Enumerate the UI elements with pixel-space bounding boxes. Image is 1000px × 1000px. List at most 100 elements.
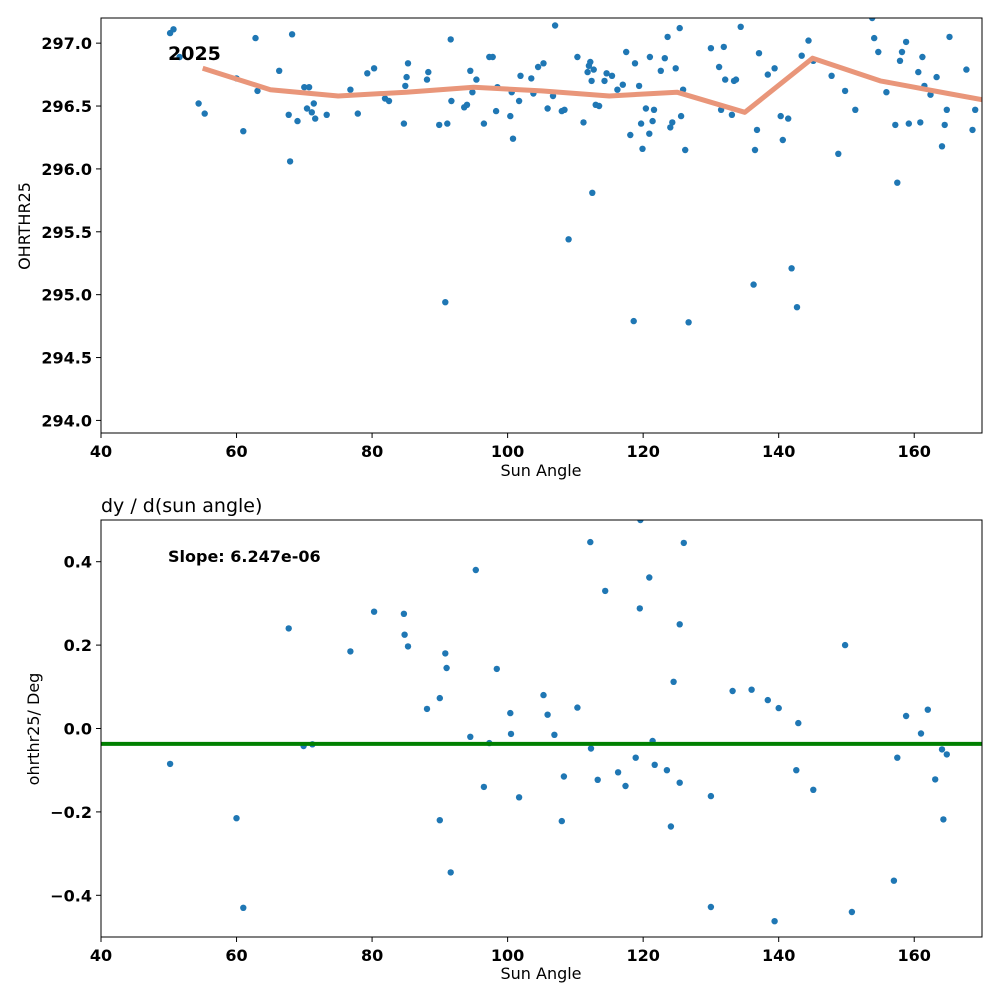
data-point [285, 111, 292, 119]
data-point [682, 146, 689, 154]
data-point [305, 84, 313, 91]
data-point [722, 76, 729, 83]
data-point [442, 299, 449, 306]
data-point [764, 696, 771, 704]
data-point [793, 767, 800, 774]
data-point [400, 610, 408, 617]
data-point [969, 126, 976, 134]
data-point [310, 100, 317, 107]
data-point [676, 621, 683, 628]
data-point [385, 97, 393, 105]
data-point [294, 117, 301, 125]
data-point [915, 68, 922, 76]
data-point [677, 112, 685, 120]
data-point [890, 877, 898, 884]
data-point [370, 608, 378, 615]
data-point [875, 48, 882, 56]
data-point [614, 86, 621, 93]
data-point [565, 236, 572, 243]
data-point [788, 265, 795, 272]
x-axis-ticks: 40 60 80 100 120 140 160 [90, 937, 931, 965]
data-point [637, 120, 645, 127]
x-tick-label: 100 [491, 946, 524, 965]
data-point [649, 117, 656, 125]
data-point [793, 304, 801, 311]
data-point [943, 106, 950, 114]
y-tick-label: 296.5 [41, 97, 92, 116]
y-axis-label: ohrthr25/ Deg [24, 673, 43, 786]
data-point [401, 631, 408, 638]
data-point [166, 760, 174, 768]
data-point [403, 73, 410, 81]
data-point [646, 130, 653, 137]
x-tick-label: 160 [898, 946, 931, 965]
data-point [551, 22, 559, 29]
data-point [902, 712, 910, 720]
data-point [442, 650, 449, 657]
data-point [670, 678, 677, 685]
data-point [750, 281, 757, 288]
data-point [623, 48, 630, 56]
data-point [588, 77, 595, 85]
y-tick-label: 295.5 [41, 223, 92, 242]
data-point [639, 145, 646, 152]
data-point [240, 128, 247, 135]
x-axis-ticks: 40 60 80 100 120 140 160 [90, 433, 931, 461]
data-point [902, 38, 910, 46]
data-point [473, 76, 480, 83]
data-point [400, 120, 408, 127]
data-point [775, 704, 782, 712]
x-tick-label: 40 [90, 946, 112, 965]
data-point [943, 751, 950, 758]
data-point [622, 782, 629, 790]
data-point [932, 776, 939, 783]
data-point [276, 67, 283, 75]
year-annotation: 2025 [168, 43, 221, 65]
data-point [595, 102, 603, 110]
data-point [728, 111, 736, 119]
data-point [602, 587, 609, 595]
data-point [240, 904, 247, 911]
x-axis-label: Sun Angle [500, 964, 581, 983]
data-point [472, 566, 479, 574]
data-point [630, 317, 637, 325]
slope-annotation: Slope: 6.247e-06 [168, 547, 321, 566]
y-tick-label: 294.0 [41, 411, 92, 430]
data-point [852, 106, 859, 114]
data-point [515, 97, 523, 105]
x-tick-label: 140 [762, 946, 795, 965]
data-point [919, 53, 926, 61]
x-tick-label: 100 [491, 442, 524, 461]
data-point [905, 120, 912, 127]
data-point [323, 111, 330, 119]
x-tick-label: 120 [626, 442, 659, 461]
data-point [404, 60, 412, 67]
data-point [894, 754, 901, 761]
data-point [540, 691, 547, 699]
data-point [841, 87, 849, 95]
data-point [447, 36, 454, 43]
y-axis-ticks: 294.0 294.5 295.0 295.5 296.0 296.5 297.0 [41, 34, 101, 430]
data-point [933, 73, 940, 81]
data-point [423, 705, 431, 713]
y-axis-ticks: −0.4 −0.2 0.0 0.2 0.4 [50, 553, 101, 905]
data-point [515, 794, 523, 801]
data-point [443, 664, 450, 672]
data-point [354, 110, 361, 117]
data-point [835, 150, 842, 157]
data-point [492, 107, 500, 115]
data-point [540, 60, 547, 67]
data-point [364, 70, 371, 77]
temperature-scatter-chart: 40 60 80 100 120 140 160 294.0294.5295.0295.52… [15, 17, 983, 480]
data-point [632, 754, 639, 761]
data-point [574, 53, 581, 61]
data-point [507, 730, 515, 738]
data-point [590, 66, 597, 73]
x-tick-label: 160 [898, 442, 931, 461]
data-point [467, 67, 474, 75]
data-point [201, 110, 208, 117]
data-point [402, 82, 409, 90]
data-point [347, 648, 354, 655]
y-tick-label: 0.4 [64, 553, 92, 572]
